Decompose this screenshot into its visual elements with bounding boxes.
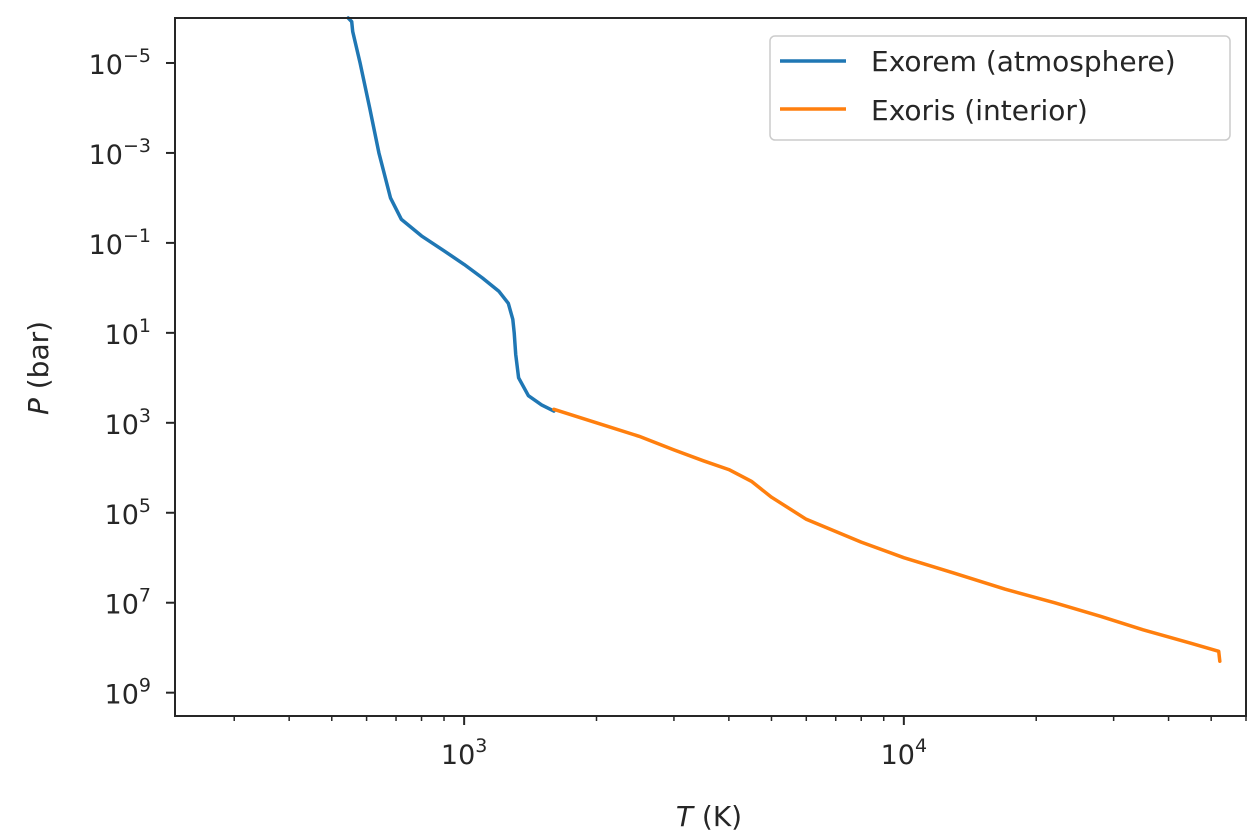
- x-tick-label: 104: [881, 735, 927, 771]
- y-tick-label: 101: [105, 315, 151, 351]
- legend-box: [769, 35, 1231, 141]
- series-line-exorem: [346, 16, 556, 413]
- y-tick-label: 10−1: [89, 225, 151, 261]
- plot-frame: [174, 17, 1247, 717]
- y-tick-label: 10−5: [89, 45, 151, 81]
- x-axis-label: T (K): [676, 800, 742, 833]
- y-axis-label: P (bar): [22, 321, 55, 415]
- legend-label-exoris: Exoris (interior): [871, 94, 1088, 127]
- y-tick-label: 107: [105, 585, 151, 621]
- plot-lines: [346, 16, 1222, 663]
- axis-ticks: 103 104 10−5 10−3 10−1 101 103 105 107 109: [89, 45, 1247, 771]
- y-tick-label: 103: [105, 405, 151, 441]
- legend-label-exorem: Exorem (atmosphere): [871, 45, 1176, 78]
- y-tick-label: 105: [105, 495, 151, 531]
- x-tick-label: 103: [441, 735, 487, 771]
- series-line-exoris: [552, 407, 1222, 663]
- legend: Exorem (atmosphere) Exoris (interior): [769, 35, 1231, 141]
- y-tick-label: 109: [105, 675, 151, 711]
- y-tick-label: 10−3: [89, 135, 151, 171]
